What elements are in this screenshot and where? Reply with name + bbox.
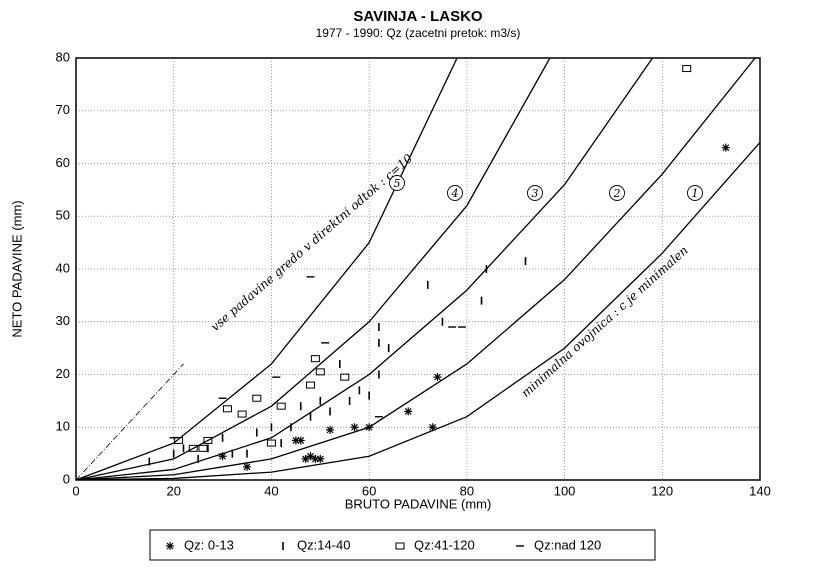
curve-label: 1 bbox=[692, 187, 699, 200]
y-tick-label: 50 bbox=[56, 208, 70, 223]
data-point bbox=[296, 436, 305, 445]
data-point bbox=[237, 410, 247, 418]
y-tick-label: 30 bbox=[56, 313, 70, 328]
x-axis-label: BRUTO PADAVINE (mm) bbox=[345, 496, 492, 511]
data-point bbox=[682, 65, 692, 73]
curve-label-circle bbox=[687, 185, 703, 201]
x-tick-label: 20 bbox=[166, 483, 180, 498]
data-point bbox=[428, 423, 437, 432]
curve bbox=[76, 58, 654, 480]
reference-line bbox=[75, 363, 184, 481]
data-point bbox=[433, 373, 442, 382]
data-point bbox=[243, 462, 251, 471]
data-point bbox=[252, 394, 262, 402]
curve-label: 5 bbox=[394, 177, 401, 190]
y-tick-label: 40 bbox=[56, 260, 70, 275]
curve-label-circle bbox=[389, 175, 405, 191]
legend-label: Qz:41-120 bbox=[414, 537, 475, 552]
data-point bbox=[316, 454, 325, 463]
data-point bbox=[306, 452, 315, 461]
data-point bbox=[218, 452, 227, 461]
curve-label: 3 bbox=[532, 187, 539, 200]
data-point bbox=[365, 423, 374, 432]
data-point bbox=[188, 444, 198, 452]
plot-frame bbox=[75, 57, 761, 481]
data-point bbox=[350, 423, 359, 432]
data-point bbox=[291, 436, 300, 445]
curve-label: 4 bbox=[451, 187, 459, 200]
data-point bbox=[301, 454, 310, 463]
x-tick-label: 0 bbox=[72, 483, 79, 498]
x-tick-label: 60 bbox=[362, 483, 376, 498]
curve-label-circle bbox=[609, 185, 625, 201]
y-tick-label: 10 bbox=[56, 419, 70, 434]
data-point bbox=[266, 439, 276, 447]
data-point bbox=[310, 355, 320, 363]
curve bbox=[76, 58, 551, 480]
y-tick-label: 70 bbox=[56, 102, 70, 117]
data-point bbox=[315, 368, 325, 376]
y-tick-label: 20 bbox=[56, 366, 70, 381]
x-tick-label: 120 bbox=[651, 483, 673, 498]
legend-box bbox=[149, 529, 656, 561]
curve-label-circle bbox=[447, 185, 463, 201]
y-tick-label: 60 bbox=[56, 155, 70, 170]
legend-marker bbox=[166, 542, 174, 550]
data-point bbox=[721, 143, 730, 152]
x-tick-label: 80 bbox=[460, 483, 474, 498]
legend-label: Qz:14-40 bbox=[297, 537, 350, 552]
x-tick-label: 100 bbox=[554, 483, 576, 498]
data-point bbox=[198, 444, 208, 452]
data-point bbox=[174, 436, 184, 444]
data-point bbox=[311, 454, 320, 463]
curve-label-circle bbox=[527, 185, 543, 201]
data-point bbox=[203, 436, 213, 444]
data-point bbox=[276, 402, 286, 410]
data-point bbox=[404, 407, 413, 416]
data-point bbox=[306, 381, 316, 389]
data-point bbox=[222, 405, 232, 413]
y-tick-label: 0 bbox=[63, 471, 70, 486]
y-tick-label: 80 bbox=[56, 49, 70, 64]
curve bbox=[76, 141, 760, 480]
curve bbox=[76, 58, 756, 480]
annotation: vse padavine gredo v direktni odtok : c=… bbox=[208, 151, 415, 334]
x-tick-label: 40 bbox=[264, 483, 278, 498]
data-point bbox=[340, 373, 350, 381]
curve-label: 2 bbox=[613, 187, 621, 200]
legend-marker bbox=[395, 542, 405, 550]
x-tick-label: 140 bbox=[749, 483, 771, 498]
chart-title: SAVINJA - LASKO bbox=[353, 8, 483, 25]
y-axis-label: NETO PADAVINE (mm) bbox=[9, 200, 24, 337]
data-point bbox=[326, 425, 335, 434]
legend-label: Qz: 0-13 bbox=[184, 537, 234, 552]
chart-subtitle: 1977 - 1990: Qz (zacetni pretok: m3/s) bbox=[316, 26, 521, 40]
legend-label: Qz:nad 120 bbox=[534, 537, 601, 552]
